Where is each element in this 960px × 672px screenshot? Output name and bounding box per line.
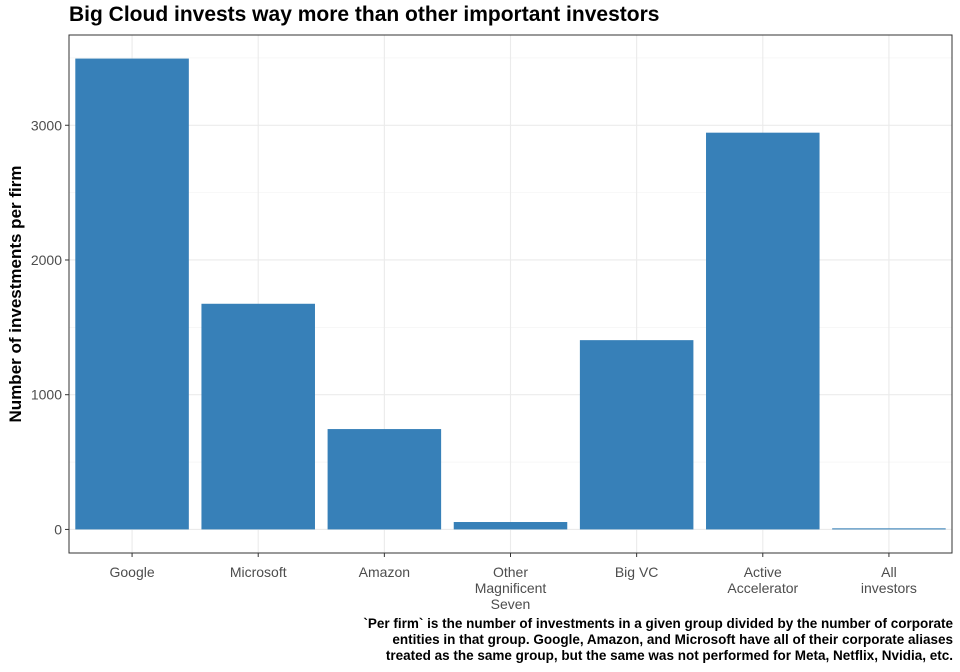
x-tick-label: Amazon: [359, 564, 410, 580]
axes: 0 1000 2000 3000 Google Microsoft Amazon Other M…: [31, 117, 917, 612]
bar: [201, 303, 315, 530]
y-tick-label: 2000: [31, 252, 62, 268]
x-tick-label: Microsoft: [230, 564, 287, 580]
caption-line: entities in that group. Google, Amazon, …: [392, 632, 953, 647]
bar: [75, 58, 189, 530]
x-tick-label: Active Accelerator: [727, 564, 798, 596]
bar: [832, 528, 946, 530]
chart-title: Big Cloud invests way more than other im…: [69, 3, 660, 26]
caption-line: treated as the same group, but the same …: [385, 648, 953, 663]
bar: [453, 522, 568, 530]
y-axis-label: Number of investments per firm: [6, 166, 25, 423]
x-tick-label: All investors: [861, 564, 917, 596]
y-tick-label: 3000: [31, 117, 62, 133]
x-tick-label: Big VC: [615, 564, 659, 580]
bar: [706, 132, 820, 530]
bar: [579, 340, 694, 530]
bars: [75, 58, 946, 530]
y-tick-label: 1000: [31, 387, 62, 403]
bar: [327, 429, 442, 530]
y-tick-label: 0: [54, 521, 62, 537]
x-tick-label: Other Magnificent Seven: [475, 564, 547, 612]
caption-line: `Per firm` is the number of investments …: [363, 616, 953, 631]
chart-caption: `Per firm` is the number of investments …: [313, 616, 953, 664]
x-tick-label: Google: [109, 564, 154, 580]
